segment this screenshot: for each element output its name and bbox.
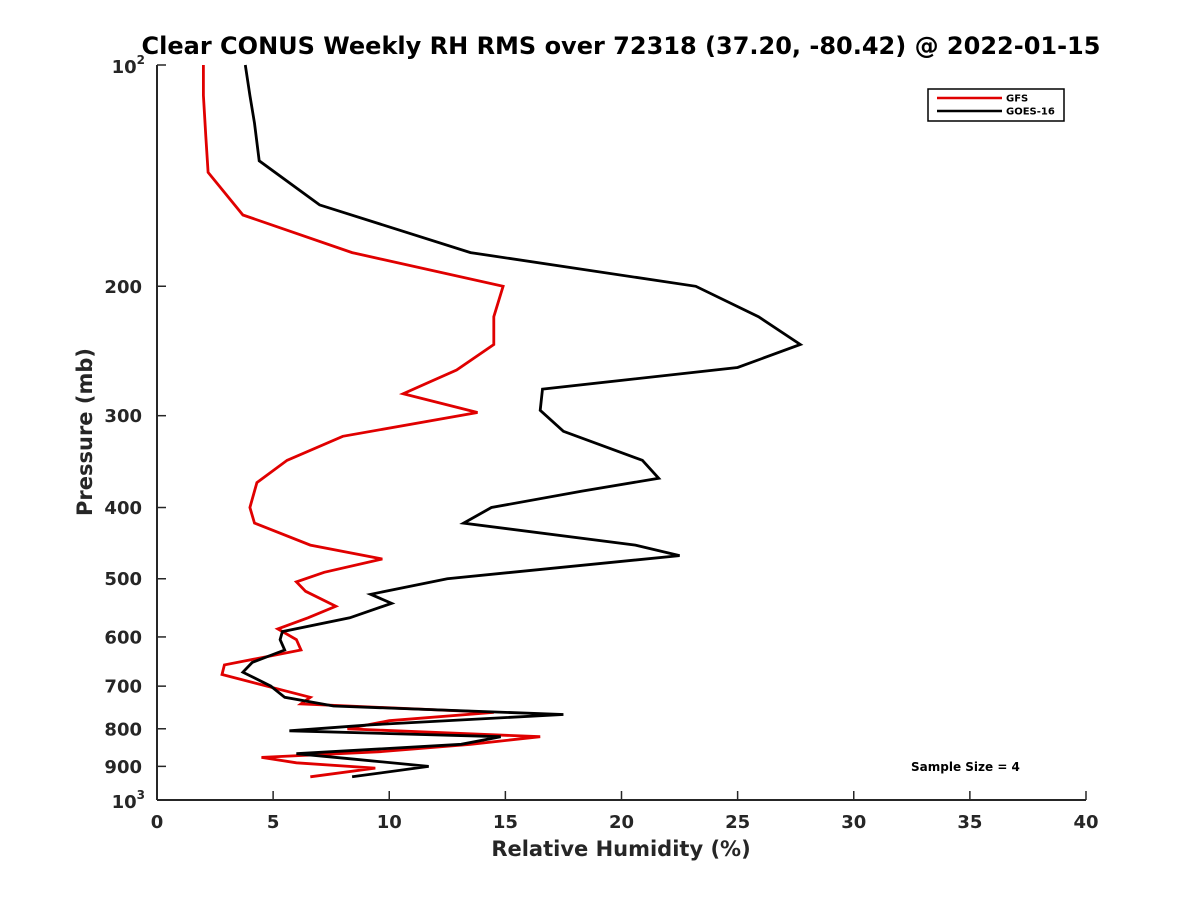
x-tick-label: 10	[377, 812, 402, 833]
legend-box	[927, 88, 1065, 122]
legend-label-goes16: GOES-16	[1006, 107, 1055, 118]
y-tick-label-power: 102	[112, 53, 145, 78]
y-tick-label: 900	[104, 757, 142, 778]
sample-size-annotation: Sample Size = 4	[911, 760, 1020, 774]
series-line-goes16	[240, 64, 804, 779]
y-axis-label: Pressure (mb)	[73, 348, 97, 516]
y-tick-label: 700	[104, 677, 142, 698]
x-tick-label: 15	[493, 812, 518, 833]
legend: GFS GOES-16	[927, 88, 1065, 122]
series-lines	[201, 64, 804, 779]
y-tick-label: 300	[104, 406, 142, 427]
x-axis-label: Relative Humidity (%)	[491, 837, 750, 861]
y-tick-label: 500	[104, 569, 142, 590]
x-tick-label: 0	[151, 812, 164, 833]
x-axis-ticks: 0 5 10 15 20 25 30 35 40	[151, 791, 1099, 833]
y-tick-label: 800	[104, 719, 142, 740]
x-tick-label: 25	[725, 812, 750, 833]
x-tick-label: 35	[957, 812, 982, 833]
y-tick-label: 400	[104, 498, 142, 519]
x-tick-label: 5	[267, 812, 280, 833]
chart-title: Clear CONUS Weekly RH RMS over 72318 (37…	[142, 32, 1101, 60]
y-tick-label-power: 103	[112, 788, 145, 813]
legend-label-gfs: GFS	[1006, 94, 1028, 105]
x-tick-label: 30	[841, 812, 866, 833]
y-tick-label: 600	[104, 627, 142, 648]
series-line-gfs	[201, 65, 541, 779]
x-tick-label: 20	[609, 812, 634, 833]
y-axis-ticks: 200 300 400 500 600 700 800 900 102 103	[104, 53, 166, 813]
x-tick-label: 40	[1073, 812, 1098, 833]
y-tick-label: 200	[104, 277, 142, 298]
